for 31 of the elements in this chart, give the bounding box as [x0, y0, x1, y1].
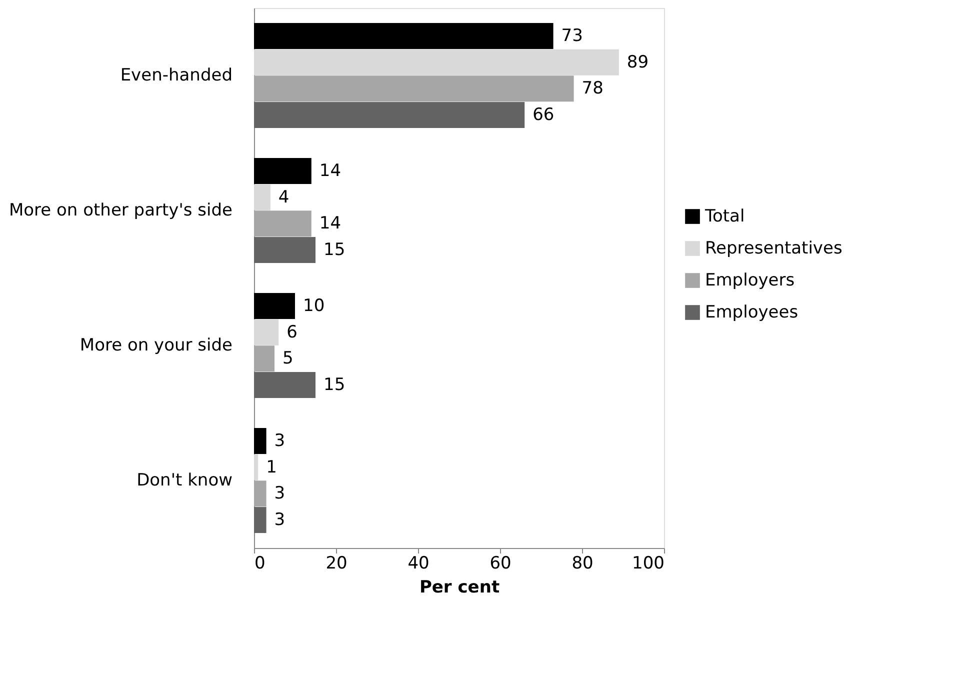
data-label: 15 — [324, 240, 346, 260]
y-tick-label: Don't know — [136, 470, 233, 490]
data-label: 3 — [274, 510, 286, 530]
legend-label: Employees — [705, 302, 798, 322]
data-label: 4 — [278, 187, 290, 208]
data-label: 1 — [266, 457, 277, 478]
data-label: 14 — [319, 161, 342, 182]
data-label: 3 — [274, 431, 286, 452]
y-tick-label: Even-handed — [120, 66, 232, 86]
data-label: 14 — [319, 214, 342, 234]
legend-label: Employers — [705, 270, 795, 290]
data-label: 89 — [626, 52, 649, 72]
data-label: 3 — [274, 484, 286, 504]
y-tick-label: More on your side — [80, 336, 232, 356]
legend-label: Total — [704, 206, 745, 226]
data-label: 10 — [303, 296, 325, 316]
x-tick-label: 40 — [408, 554, 430, 574]
x-tick-label: 80 — [572, 554, 594, 574]
x-axis-title: Per cent — [419, 578, 500, 598]
y-tick-label: More on other party's side — [8, 200, 232, 220]
data-label: 78 — [582, 78, 604, 99]
x-tick-label: 100 — [632, 554, 664, 574]
legend-label: Representatives — [705, 238, 842, 258]
x-tick-label: 60 — [490, 554, 512, 574]
data-label: 73 — [561, 26, 583, 46]
x-tick-label: 20 — [326, 554, 348, 574]
data-label: 15 — [324, 374, 346, 395]
data-label: 6 — [286, 322, 298, 342]
x-tick-label: 0 — [254, 554, 266, 574]
data-label: 66 — [532, 104, 554, 125]
data-label: 5 — [282, 348, 294, 369]
